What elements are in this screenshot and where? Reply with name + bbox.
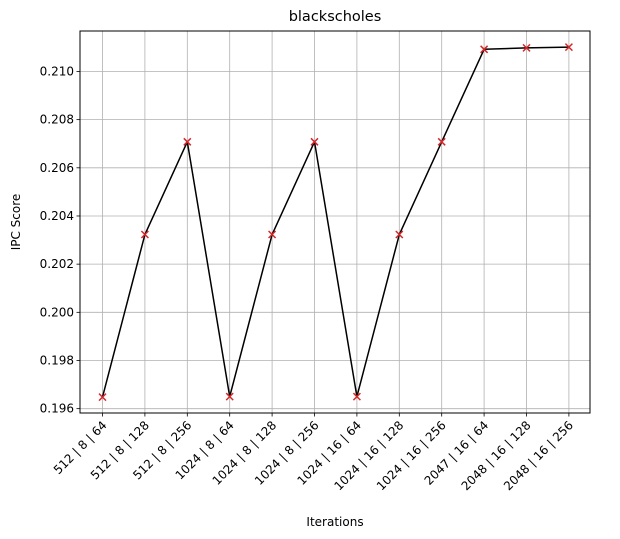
- data-point-marker: [564, 43, 573, 52]
- chart-title: blackscholes: [289, 9, 382, 25]
- series-line: [101, 46, 569, 398]
- data-point-marker: [310, 137, 319, 146]
- data-point-marker: [395, 230, 404, 239]
- y-tick-label: 0.200: [40, 305, 74, 319]
- y-tick-label: 0.196: [40, 402, 74, 416]
- x-axis-label: Iterations: [306, 515, 363, 529]
- data-point-marker: [268, 230, 277, 239]
- y-tick-label: 0.204: [40, 209, 74, 223]
- data-point-marker: [352, 392, 361, 401]
- series: [98, 43, 573, 402]
- grid: [80, 31, 590, 413]
- plot-area-frame: [79, 30, 591, 414]
- y-axis-label: IPC Score: [9, 194, 23, 251]
- data-point-marker: [437, 137, 446, 146]
- data-point-marker: [225, 392, 234, 401]
- y-axis-ticks: 0.196 0.198 0.200 0.202 0.204 0.206 0.208 0.210: [40, 64, 80, 416]
- data-point-marker: [183, 137, 192, 146]
- y-tick-label: 0.210: [40, 64, 74, 78]
- y-tick-label: 0.202: [40, 257, 74, 271]
- data-point-marker: [98, 393, 107, 402]
- y-tick-label: 0.208: [40, 113, 74, 127]
- data-point-marker: [480, 45, 489, 54]
- y-tick-label: 0.206: [40, 161, 74, 175]
- data-point-marker: [140, 230, 149, 239]
- data-point-marker: [522, 43, 531, 52]
- y-tick-label: 0.198: [40, 353, 74, 367]
